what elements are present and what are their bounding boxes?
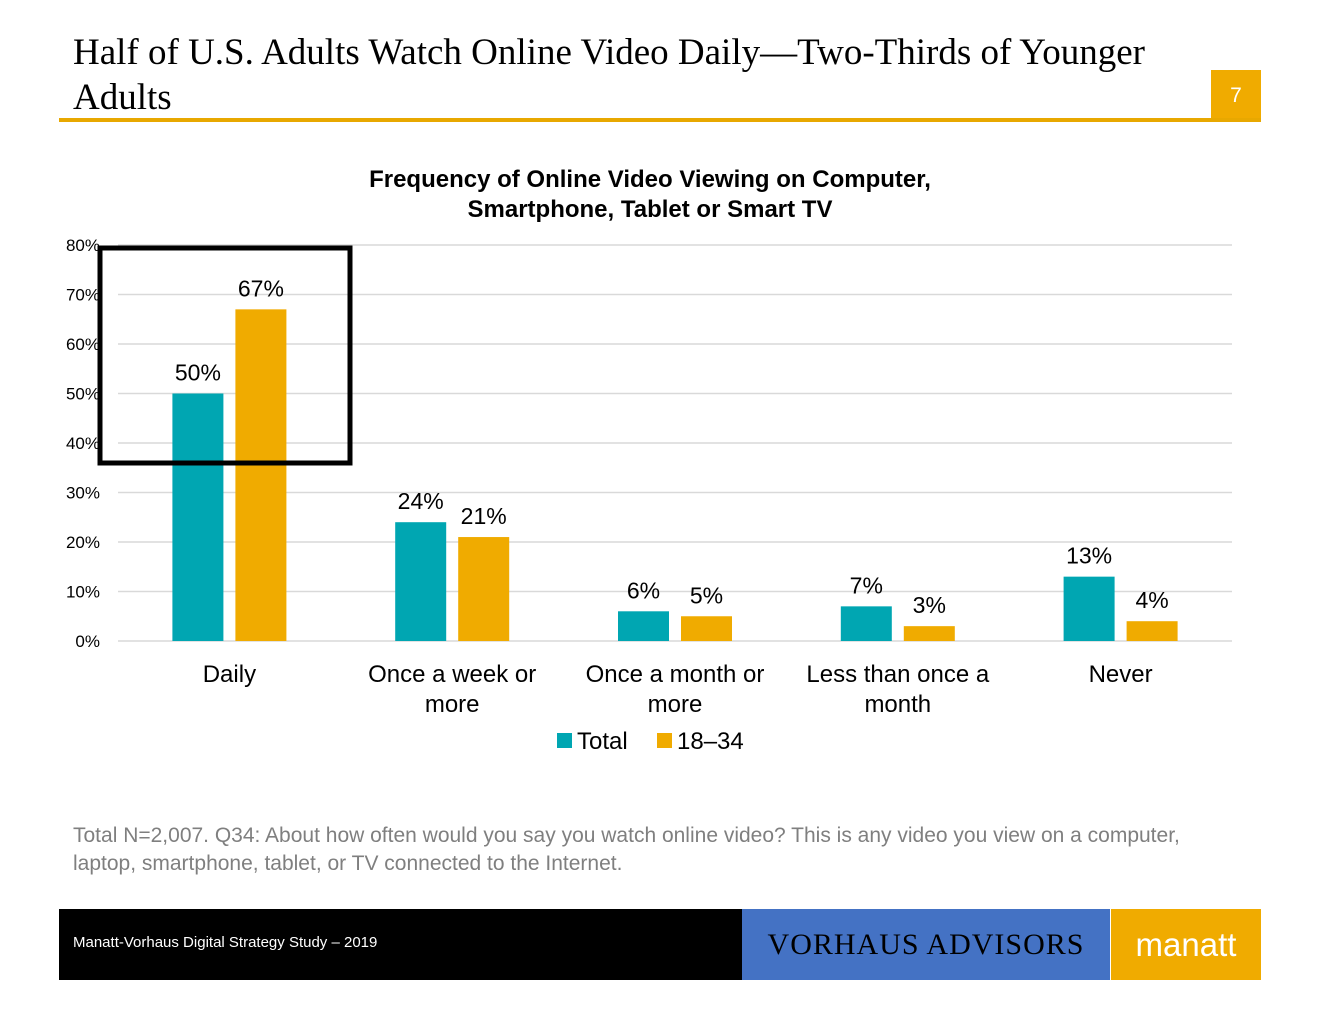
data-label: 50%: [175, 360, 221, 386]
x-tick-label: more: [425, 691, 480, 718]
footnote: Total N=2,007. Q34: About how often woul…: [73, 824, 1180, 875]
footer-study-name: Manatt-Vorhaus Digital Strategy Study – …: [73, 934, 378, 951]
bar: [903, 626, 955, 641]
bar-chart: 0% 10% 20% 30% 40% 50% 60% 70% 80% 50% 67% Daily 24%…: [66, 236, 1232, 755]
legend-swatch: [557, 733, 572, 748]
x-tick-label: Daily: [203, 661, 256, 688]
page-number-badge: 7: [1211, 70, 1261, 122]
data-label: 7%: [850, 572, 883, 598]
bar: [1126, 621, 1178, 641]
data-label: 67%: [238, 275, 284, 301]
data-label: 21%: [461, 503, 507, 529]
manatt-logo: manatt: [1111, 909, 1261, 980]
bar: [618, 611, 669, 641]
y-tick-label: 10%: [66, 583, 100, 602]
data-label: 13%: [1066, 543, 1112, 569]
footer-bar: [59, 909, 742, 980]
title-divider: [59, 118, 1261, 122]
x-tick-label: month: [864, 691, 931, 718]
y-tick-label: 60%: [66, 335, 100, 354]
y-tick-label: 80%: [66, 236, 100, 255]
legend-label: Total: [577, 728, 628, 755]
chart-title: Frequency of Online Video Viewing on Com…: [369, 166, 931, 223]
bar: [235, 309, 287, 641]
y-tick-label: 30%: [66, 484, 100, 503]
y-tick-label: 50%: [66, 385, 100, 404]
x-tick-label: Less than once a: [806, 661, 989, 688]
bar: [395, 522, 447, 641]
data-label: 24%: [398, 488, 444, 514]
y-tick-label: 40%: [66, 434, 100, 453]
legend-label: 18–34: [677, 728, 744, 755]
data-label: 5%: [690, 582, 723, 608]
x-tick-label: Never: [1089, 661, 1153, 688]
y-tick-label: 0%: [75, 632, 100, 651]
x-tick-label: Once a week or: [368, 661, 536, 688]
highlight-box: [97, 245, 353, 466]
x-tick-label: more: [648, 691, 703, 718]
data-label: 4%: [1135, 587, 1168, 613]
bar: [840, 606, 892, 641]
vorhaus-advisors-logo: VORHAUS ADVISORS: [742, 909, 1110, 980]
bar: [458, 537, 510, 641]
data-label: 3%: [913, 592, 946, 618]
y-tick-label: 20%: [66, 533, 100, 552]
y-tick-label: 70%: [66, 286, 100, 305]
x-tick-label: Once a month or: [586, 661, 765, 688]
bar: [172, 393, 224, 641]
bar: [1063, 576, 1115, 641]
legend-swatch: [657, 733, 672, 748]
bar: [681, 616, 732, 641]
data-label: 6%: [627, 577, 660, 603]
slide-title: Half of U.S. Adults Watch Online Video D…: [73, 32, 1145, 118]
